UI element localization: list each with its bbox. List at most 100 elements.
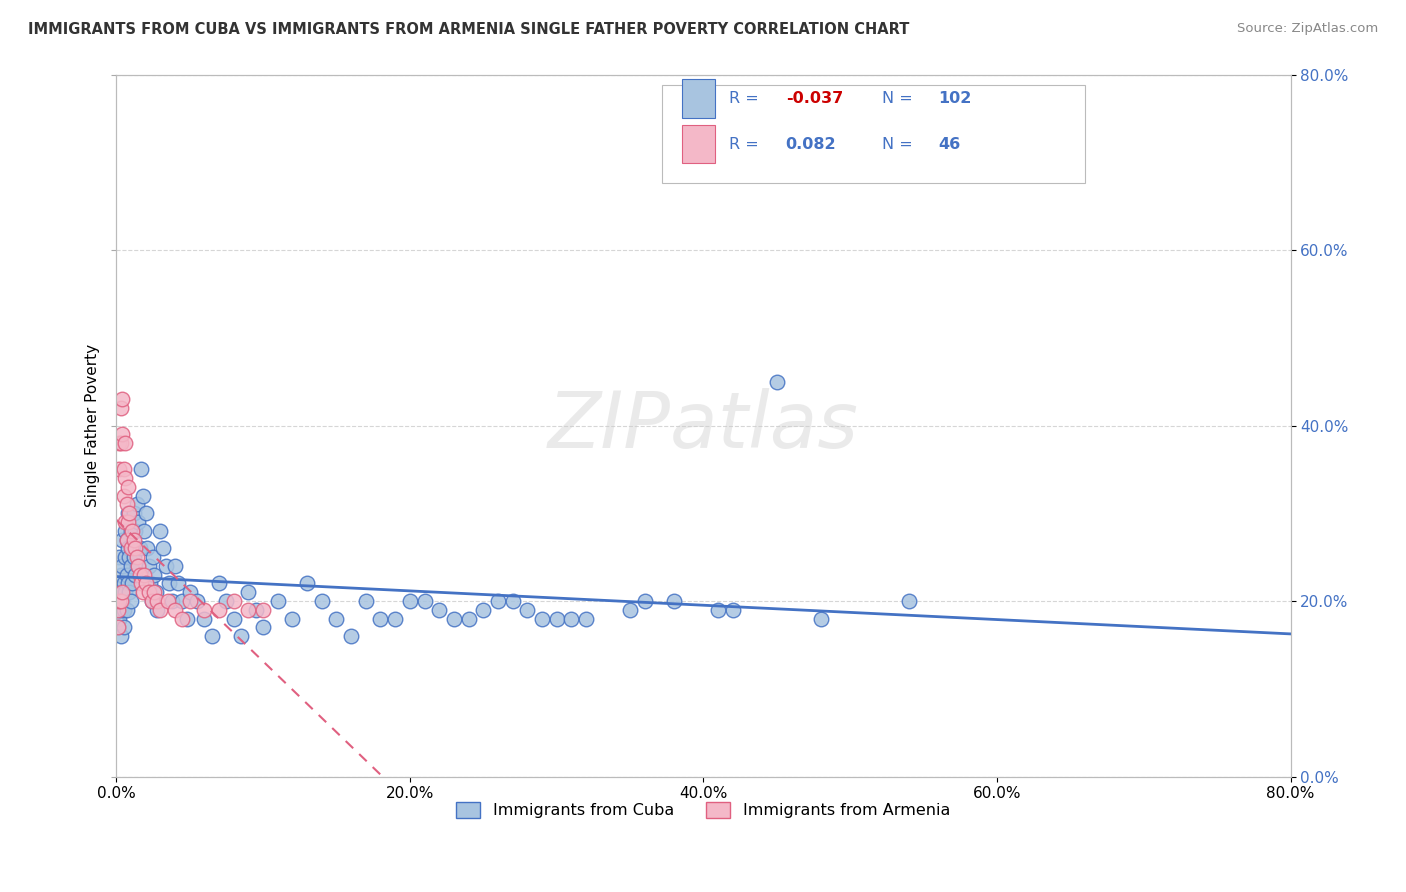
Point [295, 576, 318, 591]
Point [108, 550, 131, 565]
Point [129, 576, 152, 591]
Point [238, 603, 260, 617]
Point [111, 585, 134, 599]
Legend: Immigrants from Cuba, Immigrants from Armenia: Immigrants from Cuba, Immigrants from Ar… [450, 796, 957, 825]
Point [222, 611, 245, 625]
Point [472, 603, 495, 617]
Point [124, 567, 146, 582]
Point [149, 524, 172, 538]
Point [114, 585, 136, 599]
Point [810, 611, 832, 625]
Point [176, 611, 198, 625]
Point [138, 585, 160, 599]
Point [172, 611, 194, 625]
Point [110, 401, 132, 415]
Text: R =: R = [730, 91, 763, 106]
Point [117, 576, 139, 591]
Text: 0.082: 0.082 [786, 136, 837, 152]
Point [619, 603, 641, 617]
Point [108, 462, 131, 476]
Text: N =: N = [882, 91, 918, 106]
Point [108, 436, 131, 450]
Point [128, 567, 150, 582]
Point [146, 594, 169, 608]
Point [118, 506, 141, 520]
Point [112, 489, 135, 503]
Point [215, 594, 238, 608]
Point [120, 594, 142, 608]
Point [108, 594, 131, 608]
Point [110, 436, 132, 450]
Point [108, 594, 131, 608]
Point [114, 436, 136, 450]
Point [172, 594, 194, 608]
Point [114, 515, 136, 529]
Point [138, 558, 160, 573]
Point [157, 576, 180, 591]
Point [128, 541, 150, 556]
Point [222, 594, 245, 608]
FancyBboxPatch shape [682, 79, 716, 118]
Point [115, 567, 138, 582]
Point [399, 594, 422, 608]
Point [443, 611, 465, 625]
Point [384, 611, 406, 625]
Point [115, 533, 138, 547]
Point [486, 594, 509, 608]
Point [131, 585, 153, 599]
Point [662, 594, 685, 608]
Point [413, 594, 436, 608]
Point [142, 550, 165, 565]
Point [121, 576, 143, 591]
Point [179, 594, 201, 608]
Point [127, 558, 149, 573]
Point [160, 594, 183, 608]
Point [117, 480, 139, 494]
Point [135, 506, 157, 520]
Point [145, 585, 167, 599]
Point [110, 585, 132, 599]
Point [152, 541, 174, 556]
Point [155, 558, 177, 573]
Point [707, 603, 730, 617]
Point [193, 603, 215, 617]
Point [193, 611, 215, 625]
Point [427, 603, 450, 617]
Point [252, 620, 274, 634]
Text: Source: ZipAtlas.com: Source: ZipAtlas.com [1237, 22, 1378, 36]
Point [125, 550, 148, 565]
Point [311, 594, 333, 608]
Point [208, 576, 231, 591]
Point [115, 603, 138, 617]
Point [107, 620, 129, 634]
Point [546, 611, 568, 625]
Point [121, 524, 143, 538]
Point [146, 603, 169, 617]
Point [143, 567, 166, 582]
Point [122, 506, 145, 520]
Point [127, 558, 149, 573]
Point [124, 524, 146, 538]
Point [136, 541, 159, 556]
Point [107, 620, 129, 634]
Point [281, 611, 304, 625]
Point [354, 594, 377, 608]
Point [229, 629, 252, 643]
Point [111, 533, 134, 547]
Point [131, 489, 153, 503]
Text: R =: R = [730, 136, 763, 152]
Y-axis label: Single Father Poverty: Single Father Poverty [86, 344, 100, 507]
Point [163, 558, 186, 573]
Point [201, 629, 224, 643]
Point [149, 603, 172, 617]
Point [115, 498, 138, 512]
Point [120, 524, 142, 538]
Point [179, 585, 201, 599]
Point [111, 392, 134, 407]
Point [111, 558, 134, 573]
Point [139, 576, 162, 591]
Point [129, 462, 152, 476]
Point [111, 594, 134, 608]
Point [267, 594, 290, 608]
Text: ZIPatlas: ZIPatlas [548, 387, 859, 464]
